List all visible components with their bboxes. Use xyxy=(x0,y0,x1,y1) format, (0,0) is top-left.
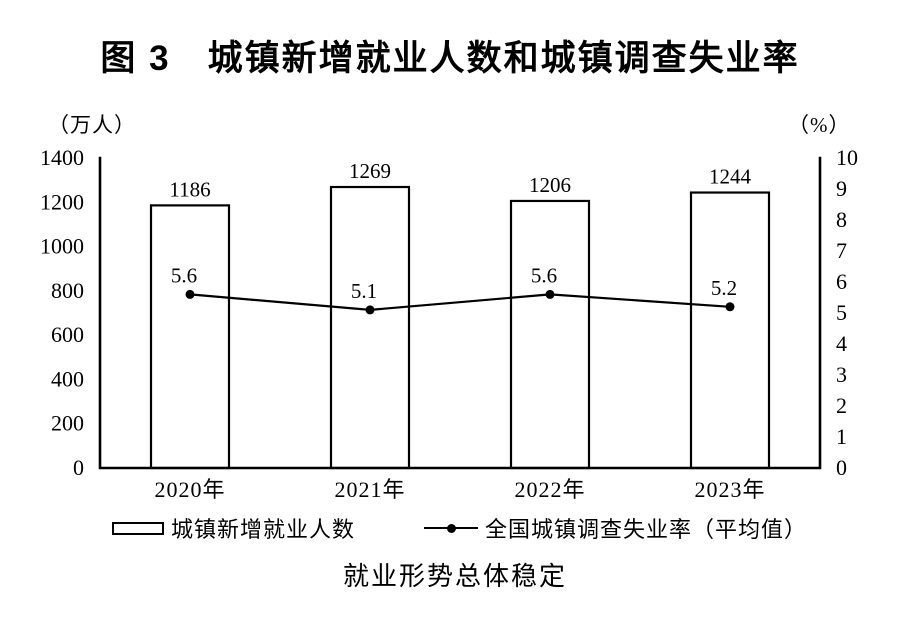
left-axis-tick-label: 0 xyxy=(73,455,84,480)
legend-dot-icon xyxy=(446,523,456,533)
point-value-label: 5.6 xyxy=(531,263,557,287)
line-series xyxy=(189,293,731,312)
right-axis-tick-label: 8 xyxy=(836,207,847,232)
bar xyxy=(509,199,591,470)
right-axis-tick-label: 0 xyxy=(836,455,847,480)
point-value-label: 5.2 xyxy=(711,276,737,300)
bar xyxy=(149,204,231,470)
right-axis-tick-label: 7 xyxy=(836,238,847,263)
left-axis-unit-label: （万人） xyxy=(48,113,136,137)
left-axis-tick-label: 600 xyxy=(51,322,84,347)
x-axis-label: 2022年 xyxy=(514,477,585,502)
left-axis-tick-label: 1400 xyxy=(40,145,84,170)
bar-swatch-icon xyxy=(112,521,164,535)
left-axis-tick-label: 1000 xyxy=(40,234,84,259)
line-point xyxy=(185,289,195,299)
left-axis-tick-label: 200 xyxy=(51,411,84,436)
legend-label-bar: 城镇新增就业人数 xyxy=(171,517,356,542)
point-value-label: 5.6 xyxy=(171,263,197,287)
line-marker-icon xyxy=(424,522,478,535)
point-value-label: 5.1 xyxy=(351,279,377,303)
bar-value-label: 1206 xyxy=(529,173,571,197)
right-axis-unit-label: （%） xyxy=(788,113,851,137)
bar-value-label: 1269 xyxy=(349,159,391,183)
right-axis-tick-label: 1 xyxy=(836,424,847,449)
right-axis-tick-label: 4 xyxy=(836,331,847,356)
chart-title: 图 3 城镇新增就业人数和城镇调查失业率 xyxy=(100,39,800,78)
legend-label-line: 全国城镇调查失业率（平均值） xyxy=(485,517,808,542)
bar xyxy=(689,191,771,470)
axes-frame xyxy=(98,156,822,470)
x-axis-label: 2021年 xyxy=(334,477,405,502)
left-axis-tick-label: 800 xyxy=(51,278,84,303)
bar-value-label: 1186 xyxy=(169,177,210,201)
bar-value-label: 1244 xyxy=(709,165,752,189)
bar xyxy=(329,185,411,470)
legend-item-line: 全国城镇调查失业率（平均值） xyxy=(424,514,807,542)
right-axis-tick-label: 3 xyxy=(836,362,847,387)
figure-caption: 就业形势总体稳定 xyxy=(342,562,567,591)
left-axis-tick-label: 400 xyxy=(51,366,84,391)
right-axis-tick-label: 6 xyxy=(836,269,847,294)
right-axis-tick-label: 2 xyxy=(836,393,847,418)
right-axis-tick-label: 9 xyxy=(836,176,847,201)
right-axis-tick-label: 10 xyxy=(836,145,858,170)
x-axis-label: 2020年 xyxy=(154,477,225,502)
line-point xyxy=(545,289,555,299)
x-axis-label: 2023年 xyxy=(694,477,765,502)
right-axis-tick-label: 5 xyxy=(836,300,847,325)
left-axis-tick-label: 1200 xyxy=(40,189,84,214)
line-point xyxy=(725,302,735,312)
line-point xyxy=(365,305,375,315)
legend-item-bar: 城镇新增就业人数 xyxy=(112,514,355,542)
